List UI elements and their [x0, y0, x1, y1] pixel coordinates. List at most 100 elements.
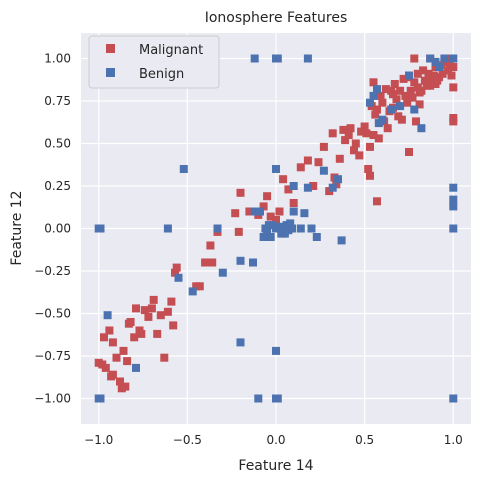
data-point-malignant — [108, 370, 117, 379]
legend-box — [88, 35, 220, 89]
data-point-malignant — [266, 212, 275, 221]
data-point-malignant — [350, 146, 358, 155]
data-point-malignant — [272, 216, 280, 224]
data-point-malignant — [412, 117, 420, 126]
data-point-benign — [300, 209, 309, 218]
data-point-malignant — [355, 151, 364, 160]
data-point-malignant — [399, 74, 408, 83]
data-point-malignant — [126, 318, 135, 326]
data-point-malignant — [429, 71, 438, 80]
data-point-benign — [250, 54, 259, 63]
data-point-benign — [250, 207, 259, 216]
y-tick-label: −1.00 — [34, 392, 71, 406]
data-point-malignant — [319, 142, 328, 151]
data-point-malignant — [163, 307, 172, 316]
data-point-benign — [256, 207, 264, 216]
data-point-benign — [426, 54, 435, 63]
data-point-malignant — [137, 329, 146, 338]
data-point-malignant — [121, 382, 130, 391]
data-point-benign — [449, 195, 458, 204]
data-point-malignant — [371, 110, 380, 119]
data-point-benign — [319, 166, 328, 175]
data-point-malignant — [275, 207, 284, 216]
data-point-benign — [328, 183, 337, 192]
x-tick-label: 0.0 — [266, 433, 285, 447]
data-point-malignant — [105, 326, 114, 335]
data-point-malignant — [144, 312, 153, 321]
data-point-malignant — [149, 295, 158, 304]
data-point-benign — [249, 258, 257, 267]
data-point-benign — [405, 71, 413, 80]
legend-label-malignant: Malignant — [139, 43, 203, 58]
data-point-benign — [431, 57, 440, 66]
data-point-malignant — [373, 197, 381, 206]
data-point-benign — [307, 224, 316, 233]
data-point-malignant — [172, 263, 181, 272]
data-point-malignant — [419, 66, 428, 75]
data-point-malignant — [100, 333, 108, 342]
data-point-malignant — [397, 115, 406, 124]
data-point-benign — [273, 394, 282, 403]
legend-marker-benign — [106, 68, 115, 77]
y-tick-label: 0.00 — [44, 222, 71, 236]
data-point-malignant — [374, 134, 383, 143]
data-point-malignant — [140, 306, 149, 315]
x-tick-label: −1.0 — [84, 433, 113, 447]
chart-title: Ionosphere Features — [205, 10, 348, 26]
data-point-malignant — [424, 69, 433, 78]
data-point-benign — [373, 85, 381, 94]
data-point-malignant — [449, 117, 458, 126]
data-point-benign — [188, 287, 197, 296]
data-point-malignant — [381, 85, 390, 94]
data-point-benign — [96, 224, 105, 233]
data-point-malignant — [401, 91, 410, 100]
data-point-malignant — [156, 311, 165, 320]
data-point-benign — [449, 224, 458, 233]
data-point-benign — [263, 227, 272, 236]
data-point-benign — [369, 91, 378, 100]
data-point-benign — [449, 202, 458, 211]
data-point-benign — [449, 394, 458, 403]
data-point-malignant — [351, 139, 360, 148]
data-point-malignant — [378, 98, 387, 107]
data-point-malignant — [444, 66, 452, 75]
data-point-malignant — [366, 171, 374, 180]
data-point-malignant — [392, 95, 401, 104]
data-point-benign — [312, 233, 321, 241]
data-point-benign — [334, 175, 342, 184]
data-point-malignant — [263, 192, 272, 201]
data-point-benign — [236, 256, 245, 265]
data-point-malignant — [303, 156, 312, 165]
data-point-malignant — [373, 105, 381, 114]
data-point-malignant — [169, 321, 178, 330]
y-tick-label: 0.75 — [44, 94, 71, 108]
data-point-malignant — [112, 353, 121, 362]
data-point-benign — [410, 105, 419, 114]
data-point-benign — [179, 165, 188, 173]
data-point-benign — [289, 207, 298, 216]
data-point-malignant — [284, 185, 293, 194]
series-benign — [94, 54, 458, 403]
x-tick-label: 0.5 — [355, 433, 374, 447]
data-point-benign — [288, 224, 296, 233]
data-point-malignant — [123, 357, 132, 366]
data-points — [94, 54, 458, 403]
data-point-benign — [174, 273, 183, 282]
data-point-benign — [417, 124, 426, 133]
data-point-benign — [96, 394, 105, 403]
data-point-malignant — [408, 93, 417, 102]
data-point-benign — [396, 102, 405, 111]
data-point-malignant — [369, 78, 378, 87]
data-point-malignant — [245, 207, 254, 216]
grid-lines — [81, 33, 471, 424]
y-tick-label: 0.25 — [44, 179, 71, 193]
data-point-benign — [273, 54, 282, 63]
data-point-malignant — [339, 125, 348, 134]
data-point-malignant — [116, 377, 124, 386]
data-point-malignant — [314, 158, 323, 167]
data-point-benign — [289, 182, 298, 190]
data-point-benign — [366, 98, 374, 107]
data-point-malignant — [383, 124, 392, 133]
data-point-malignant — [101, 363, 110, 372]
data-point-malignant — [415, 100, 424, 109]
